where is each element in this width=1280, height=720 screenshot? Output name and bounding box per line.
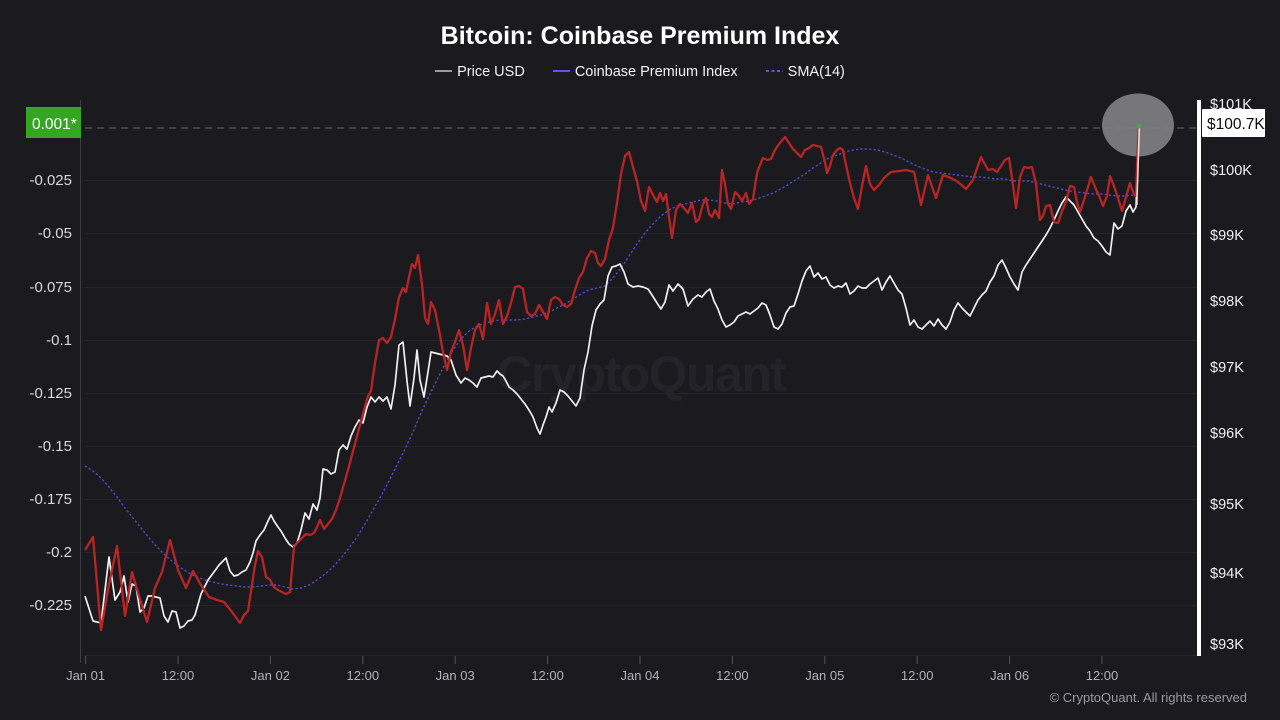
svg-text:-0.075: -0.075: [29, 279, 72, 296]
svg-text:$94K: $94K: [1210, 566, 1244, 582]
svg-text:CryptoQuant: CryptoQuant: [496, 346, 787, 402]
svg-text:$98K: $98K: [1210, 294, 1244, 310]
svg-text:12:00: 12:00: [347, 668, 380, 683]
svg-text:$100K: $100K: [1210, 163, 1252, 179]
svg-text:-0.05: -0.05: [38, 225, 72, 242]
svg-text:Jan 02: Jan 02: [251, 668, 290, 683]
svg-text:-0.1: -0.1: [46, 332, 72, 349]
svg-text:-0.125: -0.125: [29, 385, 72, 402]
svg-text:-0.15: -0.15: [38, 438, 72, 455]
svg-text:Jan 05: Jan 05: [805, 668, 844, 683]
svg-text:$100.7K: $100.7K: [1207, 116, 1265, 133]
svg-text:-0.175: -0.175: [29, 491, 72, 508]
svg-text:$99K: $99K: [1210, 228, 1244, 244]
svg-text:-0.225: -0.225: [29, 597, 72, 614]
svg-text:$95K: $95K: [1210, 497, 1244, 513]
svg-text:12:00: 12:00: [901, 668, 934, 683]
svg-text:12:00: 12:00: [162, 668, 195, 683]
svg-text:-0.025: -0.025: [29, 172, 72, 189]
svg-text:12:00: 12:00: [1086, 668, 1119, 683]
svg-text:Jan 04: Jan 04: [620, 668, 659, 683]
svg-text:Jan 03: Jan 03: [436, 668, 475, 683]
svg-text:$96K: $96K: [1210, 426, 1244, 442]
svg-text:Jan 01: Jan 01: [66, 668, 105, 683]
svg-text:12:00: 12:00: [531, 668, 564, 683]
svg-text:Jan 06: Jan 06: [990, 668, 1029, 683]
svg-text:12:00: 12:00: [716, 668, 749, 683]
svg-text:0.001*: 0.001*: [32, 116, 77, 133]
svg-text:$97K: $97K: [1210, 360, 1244, 376]
svg-text:© CryptoQuant. All rights rese: © CryptoQuant. All rights reserved: [1050, 690, 1247, 705]
svg-text:$93K: $93K: [1210, 637, 1244, 653]
svg-text:-0.2: -0.2: [46, 544, 72, 561]
